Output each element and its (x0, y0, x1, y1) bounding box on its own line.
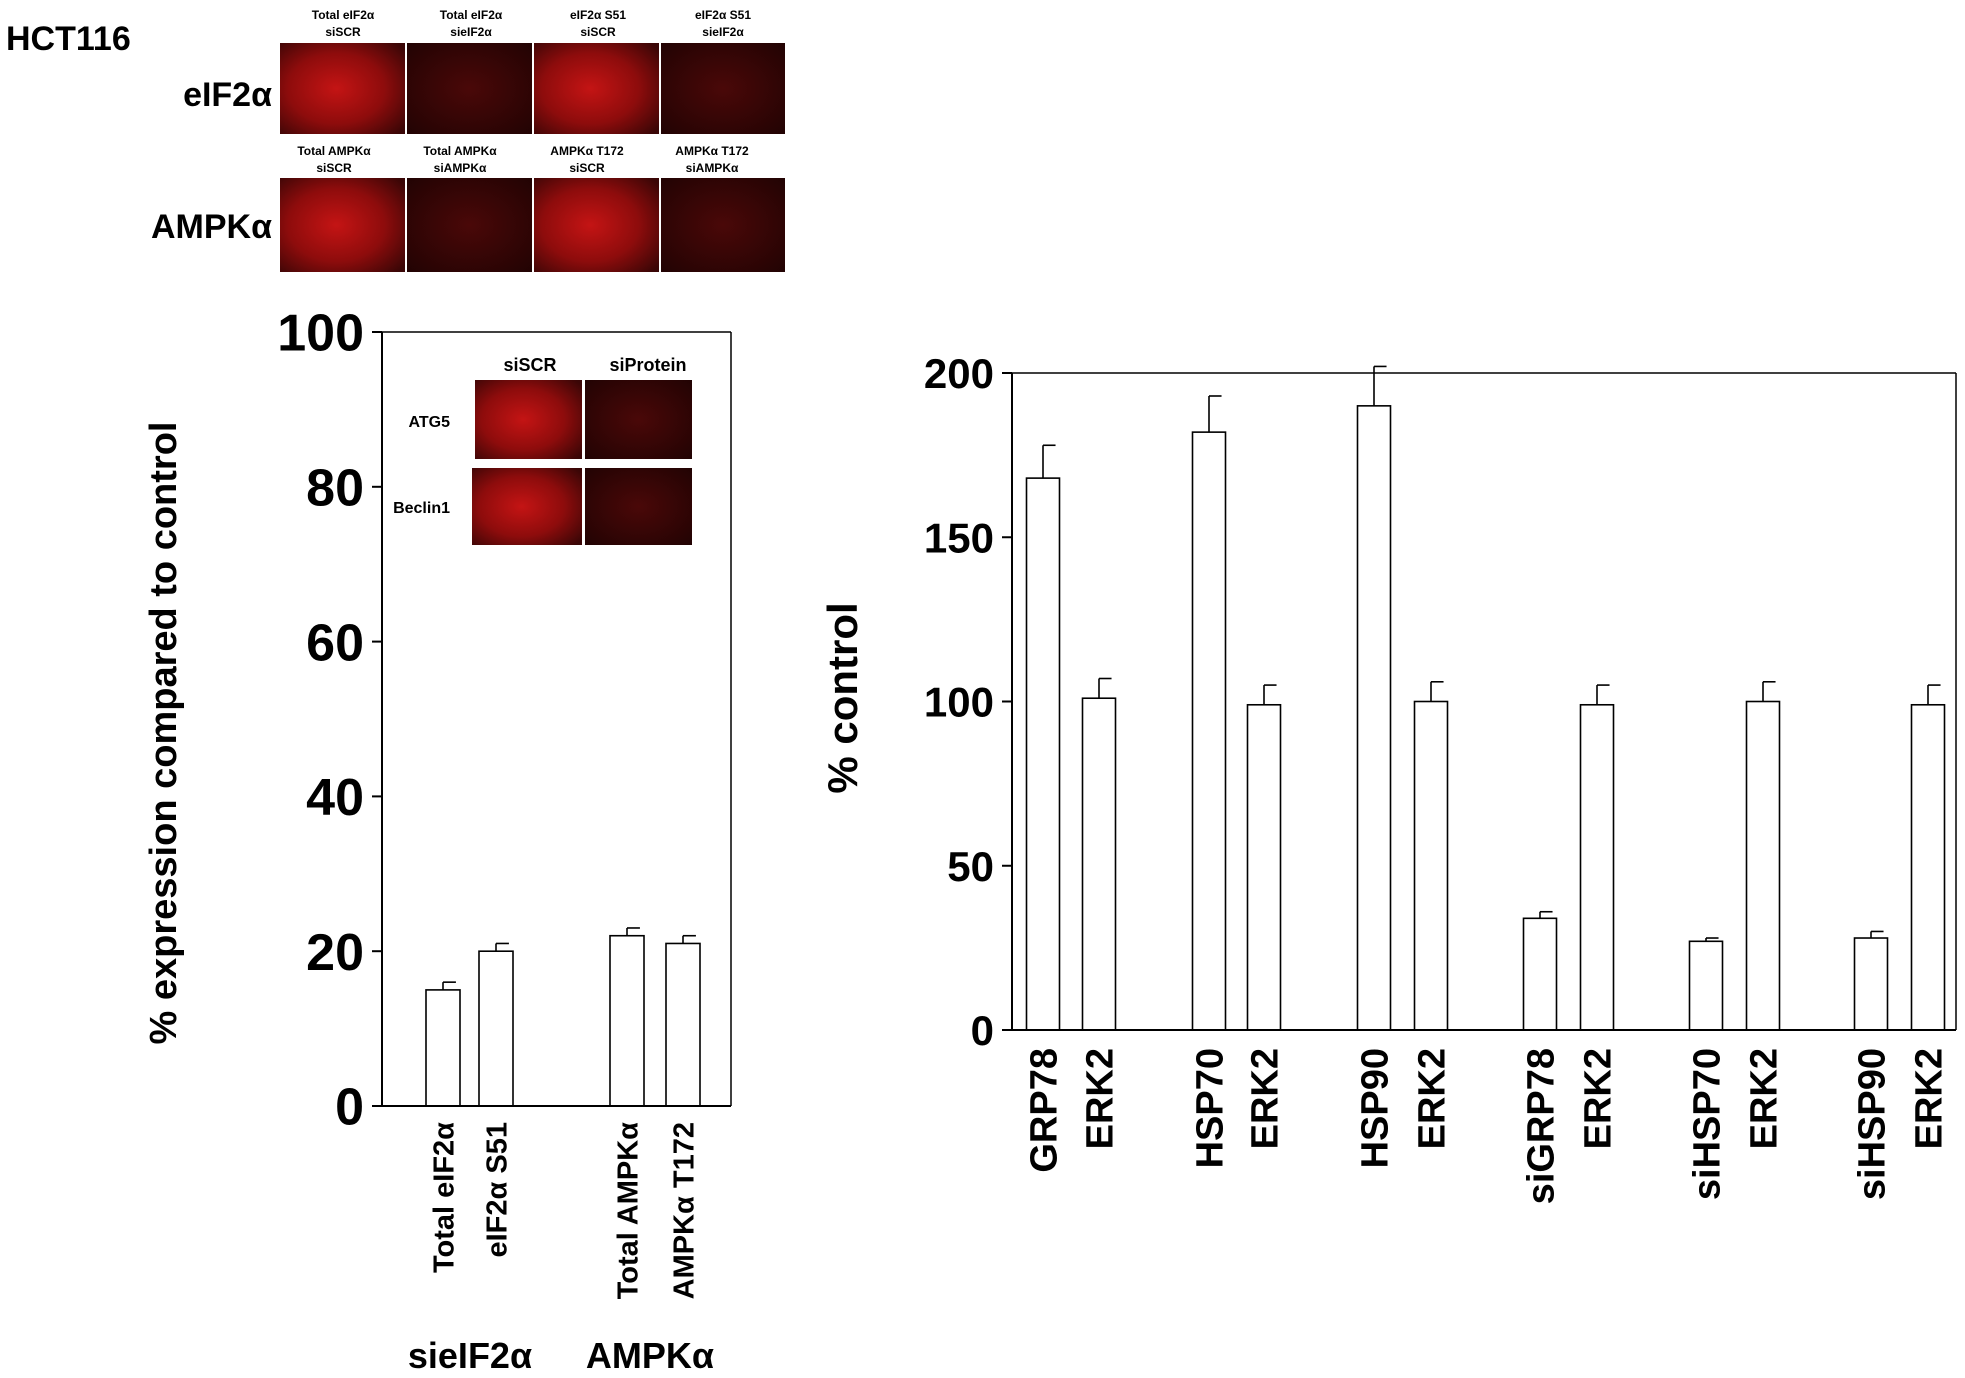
group-label: sieIF2α (408, 1335, 532, 1376)
y-tick-label: 20 (306, 924, 364, 982)
bar (1522, 917, 1558, 1031)
y-tick-label: 40 (306, 769, 364, 827)
bar (1356, 405, 1392, 1031)
micrograph-panel (534, 43, 659, 134)
inset-micrographs: siSCR siProtein ATG5 Beclin1 (393, 355, 692, 545)
bar (1191, 431, 1227, 1031)
y-tick-label: 100 (924, 679, 994, 726)
bar (1579, 703, 1615, 1031)
bar (1745, 700, 1781, 1031)
category-label: siHSP90 (1852, 1048, 1894, 1200)
panel-caption-line1: eIF2α S51 (570, 8, 626, 22)
y-tick-label: 200 (924, 350, 994, 397)
micrograph-panel (661, 178, 785, 272)
bar (425, 989, 461, 1107)
category-label: ERK2 (1245, 1048, 1287, 1149)
x-axis-labels: GRP78 ERK2 HSP70 ERK2 HSP90 ERK2 siGRP78 ERK2 si… (1024, 1048, 1951, 1204)
category-label: Total eIF2α (428, 1122, 460, 1273)
micrograph-panel (534, 178, 659, 272)
category-label: ERK2 (1412, 1048, 1454, 1149)
bars (1025, 365, 1946, 1031)
micrograph-panel (280, 43, 405, 134)
micrograph-panel (407, 178, 532, 272)
panel-caption-line2: siAMPKα (434, 161, 487, 175)
expression-bar-chart: % expression compared to control 0 20 40 60… (143, 305, 732, 1376)
panel-caption-line2: sieIF2α (702, 25, 744, 39)
bar (1853, 937, 1889, 1031)
category-label: HSP90 (1355, 1048, 1397, 1168)
panel-caption-line2: siSCR (325, 25, 361, 39)
bar (1081, 697, 1117, 1031)
inset-panel (475, 380, 582, 459)
bar (609, 934, 645, 1107)
y-tick-label: 50 (947, 843, 994, 890)
micrograph-panel (661, 43, 785, 134)
row-label-ampka: AMPKα (151, 208, 272, 246)
category-label: siHSP70 (1687, 1048, 1729, 1200)
category-label: ERK2 (1578, 1048, 1620, 1149)
bar (1413, 700, 1449, 1031)
category-label: AMPKα T172 (668, 1122, 700, 1299)
inset-row-label: Beclin1 (393, 500, 450, 517)
inset-col-label: siProtein (609, 355, 686, 375)
category-label: Total AMPKα (612, 1122, 644, 1299)
micrograph-row-ampka: AMPKα Total AMPKα siSCR Total AMPKα siAM… (151, 144, 785, 272)
panel-caption-line1: Total AMPKα (297, 144, 371, 158)
y-axis-label: % control (819, 602, 866, 793)
bars (425, 927, 701, 1107)
bar (1025, 477, 1061, 1031)
inset-col-label: siSCR (503, 355, 556, 375)
category-label: HSP70 (1190, 1048, 1232, 1168)
bar (1246, 703, 1282, 1031)
panel-caption-line2: siSCR (569, 161, 605, 175)
panel-caption-line1: Total eIF2α (312, 8, 375, 22)
micrograph-panel (407, 43, 532, 134)
panel-caption-line2: siSCR (580, 25, 616, 39)
micrograph-panel (280, 178, 405, 272)
panel-caption-line2: siSCR (316, 161, 352, 175)
panel-caption-line1: eIF2α S51 (695, 8, 751, 22)
y-tick-label: 100 (277, 305, 364, 363)
panel-caption-line2: sieIF2α (450, 25, 492, 39)
inset-row-label: ATG5 (409, 414, 451, 431)
inset-panel (472, 468, 582, 545)
panel-caption-line1: AMPKα T172 (550, 144, 624, 158)
percent-control-bar-chart: % control 0 50 100 150 200 GRP78 ERK2 HSP70 ERK… (819, 350, 1957, 1204)
inset-panel (585, 380, 692, 459)
y-tick-label: 150 (924, 514, 994, 561)
group-label: AMPKα (586, 1335, 714, 1376)
y-axis-ticks: 0 50 100 150 200 (924, 350, 1012, 1054)
bar (1688, 940, 1724, 1031)
bar (478, 950, 514, 1107)
panel-caption-line1: AMPKα T172 (675, 144, 749, 158)
y-tick-label: 80 (306, 460, 364, 518)
category-label: siGRP78 (1521, 1048, 1563, 1204)
category-label: ERK2 (1744, 1048, 1786, 1149)
y-axis-label: % expression compared to control (143, 422, 185, 1045)
category-label: GRP78 (1024, 1048, 1066, 1173)
y-axis-ticks: 0 20 40 60 80 100 (277, 305, 382, 1137)
category-label: eIF2α S51 (481, 1122, 513, 1258)
y-tick-label: 0 (335, 1079, 364, 1137)
category-label: ERK2 (1909, 1048, 1951, 1149)
row-label-eif2a: eIF2α (183, 76, 272, 114)
micrograph-row-eif2a: eIF2α Total eIF2α siSCR Total eIF2α sieI… (183, 8, 785, 134)
x-axis-labels: Total eIF2α eIF2α S51 Total AMPKα AMPKα T17… (428, 1122, 700, 1300)
cell-line-label: HCT116 (6, 20, 131, 58)
panel-caption-line1: Total AMPKα (423, 144, 497, 158)
inset-panel (585, 468, 692, 545)
panel-caption-line1: Total eIF2α (440, 8, 503, 22)
panel-caption-line2: siAMPKα (686, 161, 739, 175)
y-tick-label: 60 (306, 614, 364, 672)
category-label: ERK2 (1080, 1048, 1122, 1149)
y-tick-label: 0 (971, 1007, 994, 1054)
bar (665, 942, 701, 1107)
bar (1910, 703, 1946, 1031)
